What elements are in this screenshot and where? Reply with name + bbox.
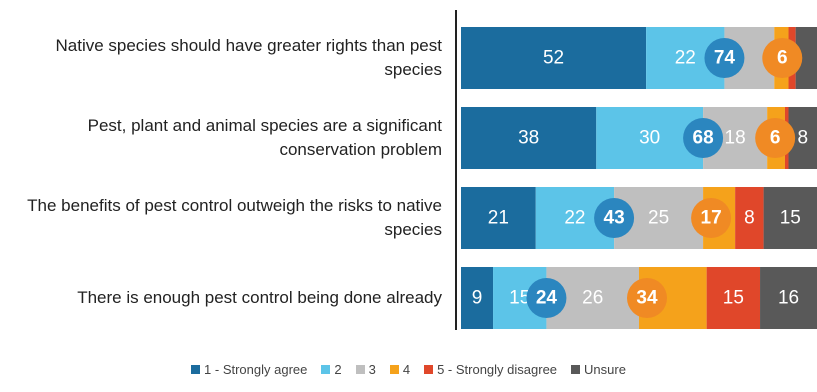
agree-label: 24 bbox=[536, 288, 558, 309]
legend: 1 - Strongly agree 2 3 4 5 - Strongly disagr… bbox=[0, 362, 817, 377]
segment-label: 15 bbox=[780, 208, 801, 229]
segment-label: 52 bbox=[543, 48, 564, 69]
legend-item: 3 bbox=[355, 362, 376, 377]
legend-label: 4 bbox=[402, 362, 411, 377]
bar-segment bbox=[461, 27, 647, 89]
legend-label: Unsure bbox=[584, 362, 626, 377]
legend-item: Unsure bbox=[571, 362, 626, 377]
legend-label: 3 bbox=[368, 362, 376, 377]
segment-label: 26 bbox=[582, 288, 603, 309]
legend-label: 5 - Strongly disagree bbox=[437, 362, 558, 377]
segment-label: 30 bbox=[639, 128, 660, 149]
segment-label: 8 bbox=[797, 128, 808, 149]
legend-item: 4 bbox=[389, 362, 411, 377]
bar-segment bbox=[461, 187, 536, 249]
category-label: The benefits of pest control outweigh th… bbox=[27, 196, 442, 239]
disagree-circle bbox=[691, 198, 732, 238]
disagree-circle bbox=[627, 278, 667, 318]
segment-label: 15 bbox=[509, 288, 530, 309]
segment-label: 9 bbox=[472, 288, 483, 309]
agree-label: 68 bbox=[693, 128, 714, 149]
agree-label: 74 bbox=[714, 48, 736, 69]
disagree-circle bbox=[762, 38, 803, 78]
legend-label: 1 - Strongly agree bbox=[204, 362, 308, 377]
bar-segment bbox=[760, 267, 817, 329]
disagree-circle bbox=[755, 118, 796, 158]
agree-label: 43 bbox=[604, 208, 625, 229]
disagree-label: 17 bbox=[701, 208, 722, 229]
category-label: There is enough pest control being done … bbox=[77, 288, 442, 307]
category-label: Pest, plant and animal species are a sig… bbox=[87, 116, 442, 159]
agree-circle bbox=[704, 38, 745, 78]
category-label: Native species should have greater right… bbox=[55, 36, 442, 79]
bar-segment bbox=[461, 267, 494, 329]
legend-label: 2 bbox=[334, 362, 342, 377]
legend-swatch bbox=[355, 365, 365, 374]
segment-label: 21 bbox=[488, 208, 509, 229]
bar-segment bbox=[735, 187, 764, 249]
agree-circle bbox=[683, 118, 724, 158]
segment-label: 22 bbox=[564, 208, 585, 229]
legend-item: 2 bbox=[321, 362, 342, 377]
bar-segment bbox=[763, 187, 817, 249]
bar-segment bbox=[461, 107, 597, 169]
segment-label: 15 bbox=[723, 288, 744, 309]
segment-label: 22 bbox=[675, 48, 696, 69]
segment-label: 8 bbox=[744, 208, 755, 229]
disagree-label: 6 bbox=[777, 48, 788, 69]
legend-swatch bbox=[389, 365, 399, 374]
agree-circle bbox=[594, 198, 635, 238]
agree-circle bbox=[526, 278, 567, 318]
bar-segment bbox=[706, 267, 761, 329]
segment-label: 38 bbox=[518, 128, 539, 149]
bar-segment bbox=[795, 27, 817, 89]
legend-swatch bbox=[571, 365, 581, 374]
disagree-label: 34 bbox=[636, 288, 658, 309]
legend-item: 1 - Strongly agree bbox=[191, 362, 307, 377]
legend-swatch bbox=[424, 365, 434, 374]
segment-label: 16 bbox=[778, 288, 799, 309]
legend-swatch bbox=[321, 365, 331, 374]
disagree-label: 6 bbox=[770, 128, 781, 149]
segment-label: 18 bbox=[725, 128, 746, 149]
segment-label: 25 bbox=[648, 208, 669, 229]
legend-item: 5 - Strongly disagree bbox=[424, 362, 557, 377]
legend-swatch bbox=[191, 365, 201, 374]
